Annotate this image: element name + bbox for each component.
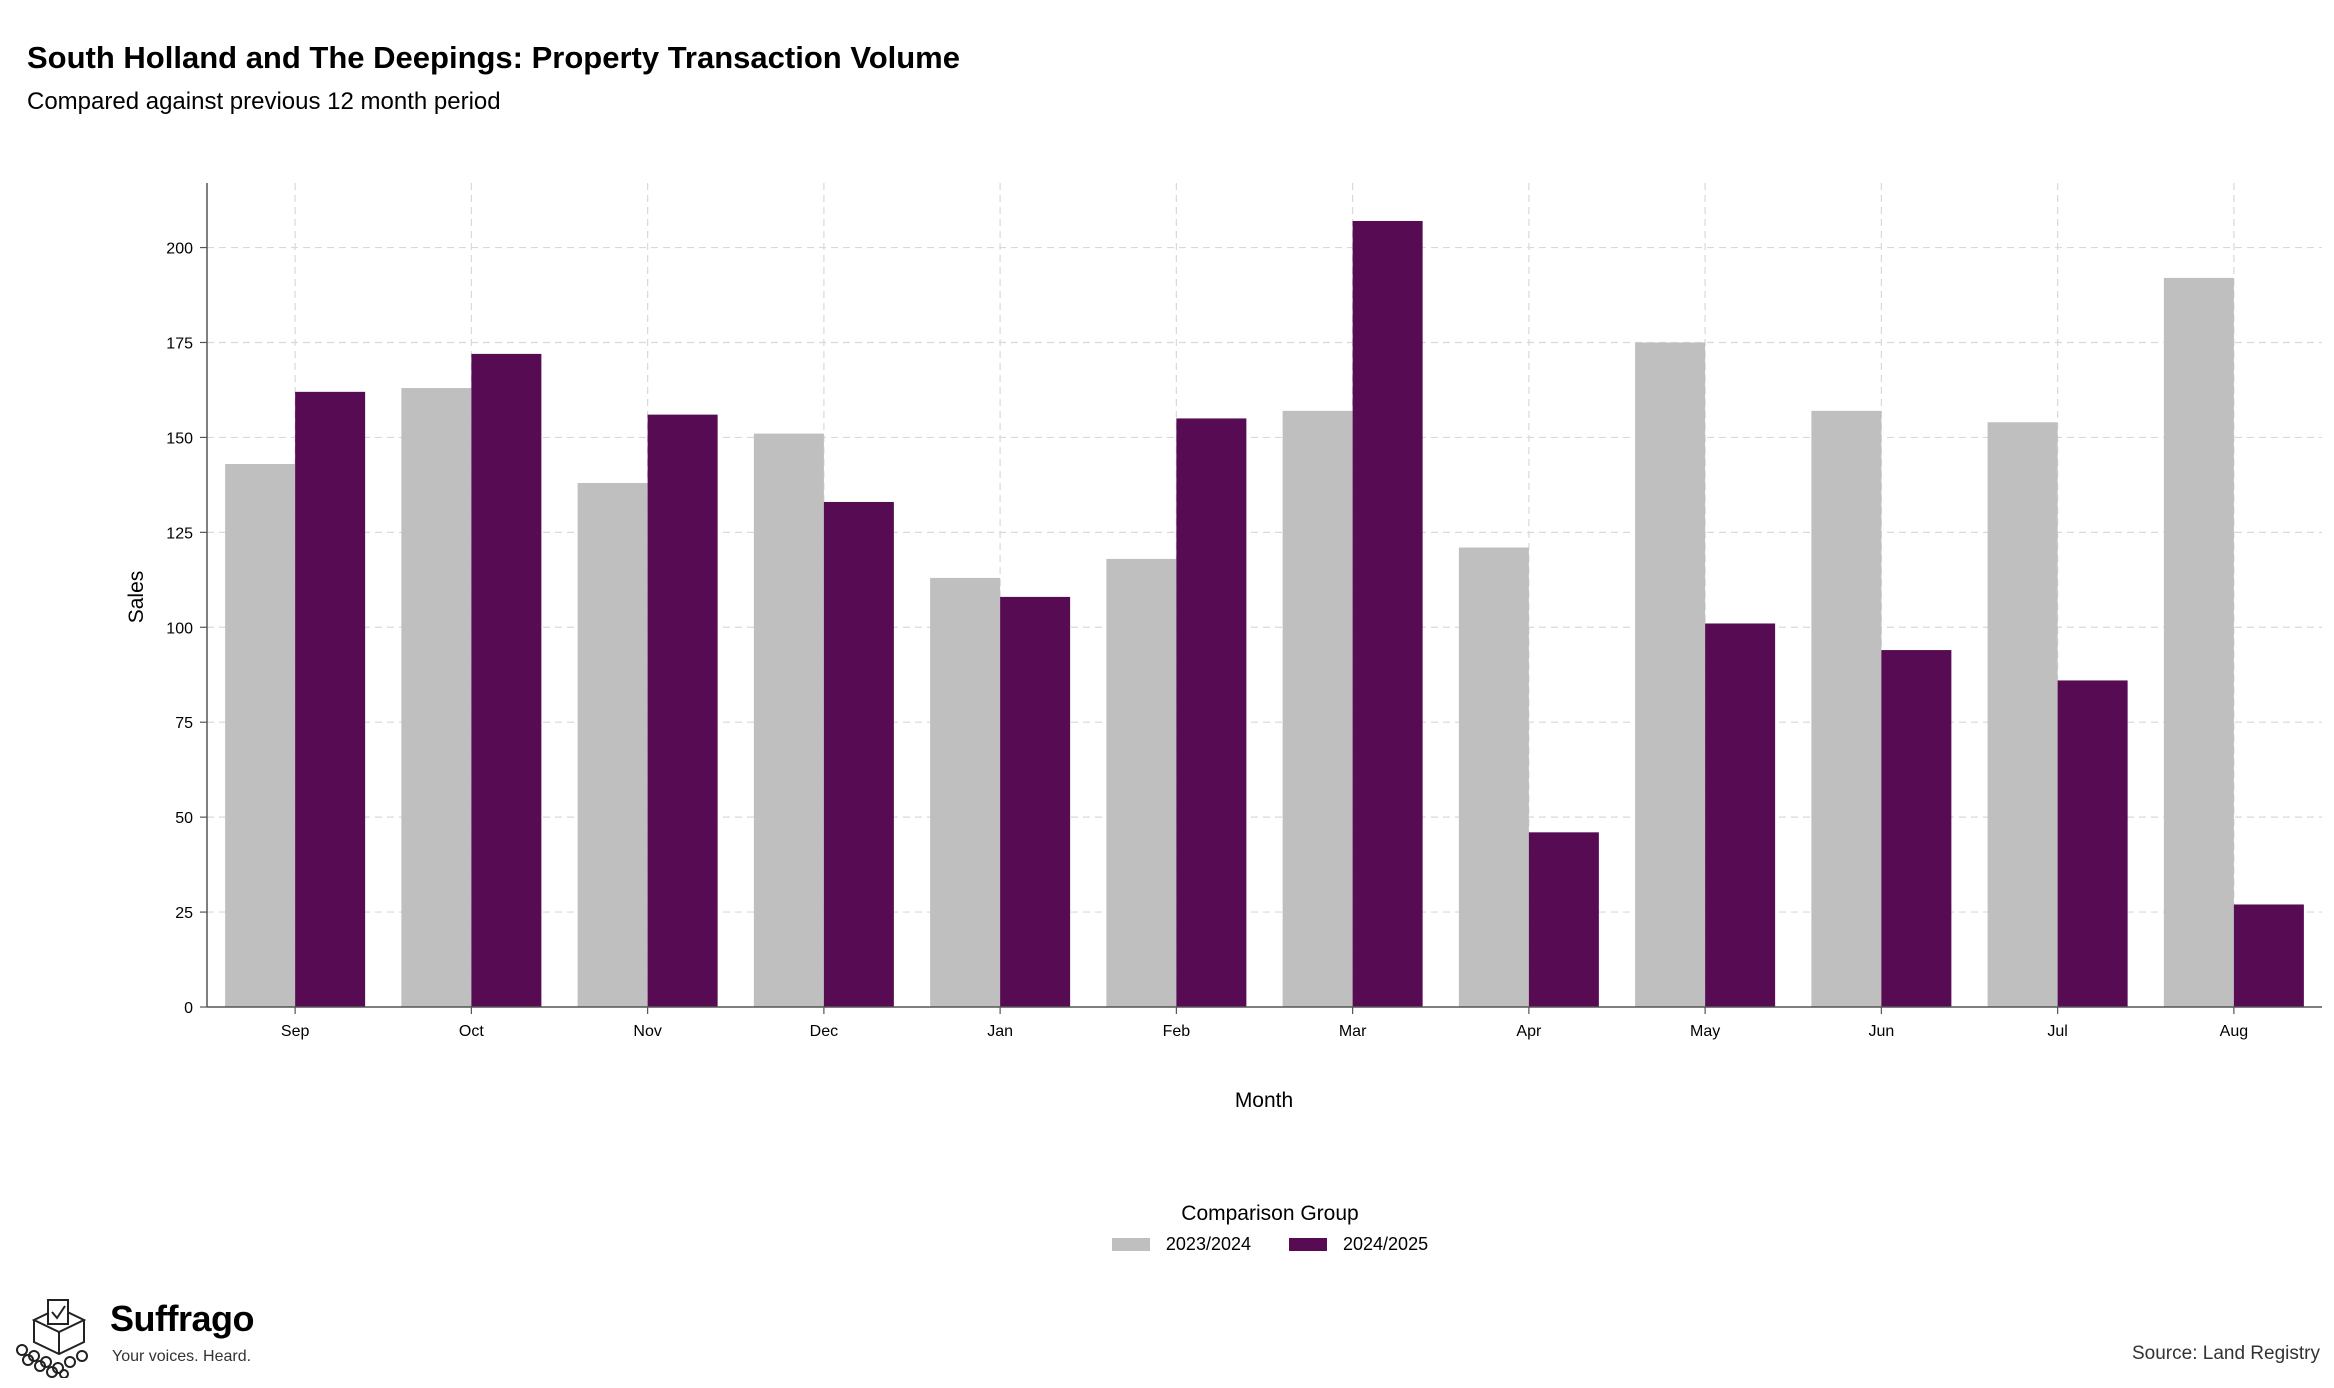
bar-chart: 0 25 50 75 100 125 150 175 200 Sep Oct Nov Dec Jan Feb… [125, 183, 2322, 1112]
tick-labels: 0 25 50 75 100 125 150 175 200 Sep Oct Nov Dec Jan Feb… [166, 241, 2248, 1040]
axes [206, 183, 2322, 1008]
legend-item-series-2: 2024/2025 [1289, 1234, 1428, 1255]
legend-swatch-series-1 [1111, 1238, 1150, 1251]
bar-nov-series-1 [577, 482, 648, 1007]
bar-jun-series-1 [1811, 410, 1882, 1007]
x-tick-label: Aug [2220, 1023, 2248, 1040]
bar-oct-series-2 [471, 353, 542, 1007]
y-tick-label: 150 [166, 430, 193, 447]
bar-oct-series-1 [401, 388, 472, 1008]
bar-aug-series-1 [2163, 277, 2234, 1007]
x-tick-label: Dec [810, 1023, 838, 1040]
chart-subtitle: Compared against previous 12 month perio… [27, 88, 501, 115]
brand-name: Suffrago [110, 1298, 255, 1339]
x-tick-label: Oct [459, 1023, 484, 1040]
legend-item-series-1: 2023/2024 [1111, 1234, 1251, 1255]
bar-dec-series-1 [753, 433, 824, 1007]
bar-sep-series-2 [295, 391, 366, 1008]
bar-apr-series-2 [1528, 832, 1599, 1007]
bar-aug-series-2 [2233, 904, 2304, 1007]
bar-jul-series-1 [1987, 422, 2058, 1007]
bars [225, 220, 2304, 1008]
x-tick-label: Sep [281, 1023, 310, 1040]
legend: Comparison Group 2023/2024 2024/2025 [1050, 1202, 1490, 1255]
bar-feb-series-2 [1176, 418, 1247, 1007]
bar-jan-series-2 [1000, 596, 1071, 1007]
x-axis-title: Month [1235, 1089, 1293, 1112]
bar-feb-series-1 [1106, 558, 1177, 1007]
bar-nov-series-2 [647, 414, 718, 1007]
y-tick-label: 50 [175, 810, 193, 827]
legend-label-series-2: 2024/2025 [1343, 1234, 1429, 1254]
brand-tagline: Your voices. Heard. [112, 1348, 252, 1365]
suffrago-logo: Suffrago Your voices. Heard. [14, 1298, 264, 1379]
x-tick-label: Mar [1339, 1023, 1367, 1040]
bar-jun-series-2 [1881, 650, 1952, 1007]
bar-sep-series-1 [225, 463, 296, 1008]
x-tick-label: Jan [987, 1023, 1013, 1040]
x-tick-label: Jul [2047, 1023, 2067, 1040]
legend-swatch-series-2 [1289, 1238, 1327, 1251]
x-tick-label: Jun [1868, 1023, 1894, 1040]
y-tick-label: 200 [166, 241, 193, 258]
source-note: Source: Land Registry [2132, 1343, 2320, 1364]
bar-dec-series-2 [823, 501, 894, 1007]
y-tick-label: 100 [166, 620, 193, 637]
legend-label-series-1: 2023/2024 [1165, 1234, 1251, 1254]
bar-may-series-1 [1635, 342, 1706, 1007]
bar-apr-series-1 [1458, 547, 1529, 1007]
bar-may-series-2 [1705, 623, 1776, 1007]
y-tick-label: 0 [184, 1000, 193, 1017]
y-axis-title: Sales [125, 571, 148, 624]
legend-title: Comparison Group [1181, 1202, 1359, 1225]
y-tick-label: 25 [175, 905, 193, 922]
bar-jul-series-2 [2057, 680, 2128, 1007]
y-tick-label: 125 [166, 525, 193, 542]
bar-mar-series-2 [1352, 220, 1423, 1007]
x-tick-label: Apr [1516, 1023, 1542, 1040]
chart-title: South Holland and The Deepings: Property… [27, 40, 960, 75]
x-tick-label: May [1690, 1023, 1720, 1040]
x-tick-label: Feb [1163, 1023, 1191, 1040]
bar-mar-series-1 [1282, 410, 1353, 1007]
ballot-box-icon [16, 1299, 88, 1379]
y-tick-label: 175 [166, 335, 193, 352]
x-tick-label: Nov [633, 1023, 661, 1040]
bar-jan-series-1 [930, 577, 1001, 1007]
y-tick-label: 75 [175, 715, 193, 732]
